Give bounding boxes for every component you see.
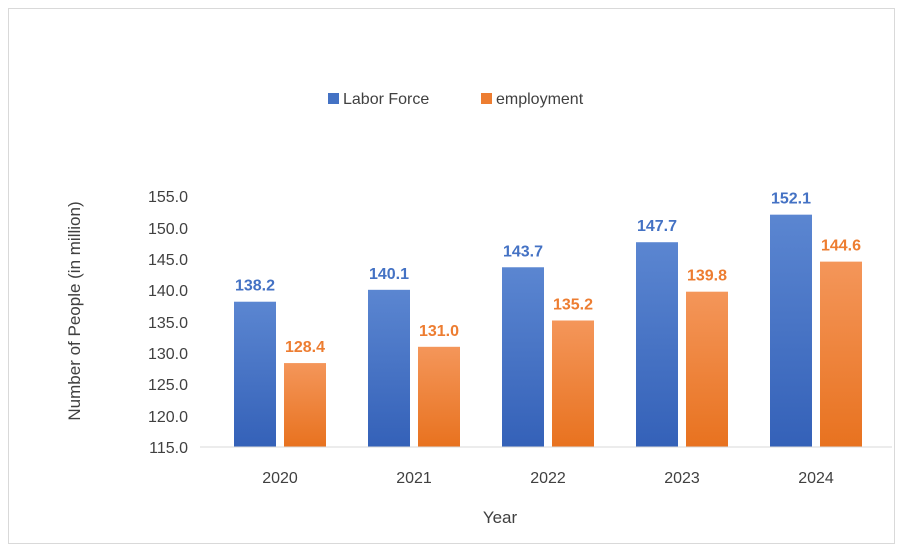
x-tick-label: 2021	[396, 470, 432, 487]
data-label-labor-force-2023: 147.7	[637, 218, 677, 235]
x-axis-title: Year	[483, 508, 518, 527]
legend-swatch-employment	[481, 93, 492, 104]
bar-employment-2022	[552, 320, 594, 447]
x-tick-label: 2024	[798, 470, 834, 487]
legend: Labor Force employment	[328, 91, 584, 108]
chart-area	[8, 8, 895, 544]
bar-labor-force-2020	[234, 301, 276, 447]
bar-labor-force-2023	[636, 242, 678, 447]
x-tick-label: 2023	[664, 470, 700, 487]
y-tick-label: 150.0	[148, 221, 188, 238]
legend-swatch-labor-force	[328, 93, 339, 104]
legend-label-labor-force: Labor Force	[343, 91, 429, 108]
data-label-labor-force-2024: 152.1	[771, 191, 811, 208]
bar-labor-force-2024	[770, 214, 812, 447]
data-label-employment-2021: 131.0	[419, 323, 459, 340]
bar-employment-2021	[418, 346, 460, 447]
legend-label-employment: employment	[496, 91, 584, 108]
y-tick-label: 120.0	[148, 409, 188, 426]
y-axis: 115.0 120.0 125.0 130.0 135.0 140.0 145.…	[148, 189, 188, 457]
bar-labor-force-2021	[368, 289, 410, 447]
y-tick-label: 135.0	[148, 315, 188, 332]
data-label-labor-force-2020: 138.2	[235, 278, 275, 295]
bar-labor-force-2022	[502, 267, 544, 447]
data-label-employment-2024: 144.6	[821, 238, 861, 255]
y-axis-title: Number of People (in million)	[65, 201, 84, 420]
y-tick-label: 145.0	[148, 252, 188, 269]
data-label-employment-2023: 139.8	[687, 268, 727, 285]
x-axis: 2020 2021 2022 2023 2024	[262, 470, 834, 487]
data-label-labor-force-2021: 140.1	[369, 266, 409, 283]
bar-employment-2020	[284, 363, 326, 447]
data-label-labor-force-2022: 143.7	[503, 243, 543, 260]
y-tick-label: 155.0	[148, 189, 188, 206]
x-tick-label: 2020	[262, 470, 298, 487]
data-labels-group: 138.2 128.4 140.1 131.0 143.7 135.2 147.7 139.8…	[235, 191, 861, 356]
bar-employment-2023	[686, 291, 728, 447]
y-tick-label: 140.0	[148, 283, 188, 300]
y-tick-label: 115.0	[149, 440, 188, 457]
data-label-employment-2020: 128.4	[285, 339, 325, 356]
bars-group	[234, 214, 862, 447]
y-tick-label: 125.0	[148, 377, 188, 394]
bar-employment-2024	[820, 261, 862, 447]
y-tick-label: 130.0	[148, 346, 188, 363]
x-tick-label: 2022	[530, 470, 566, 487]
data-label-employment-2022: 135.2	[553, 296, 593, 313]
